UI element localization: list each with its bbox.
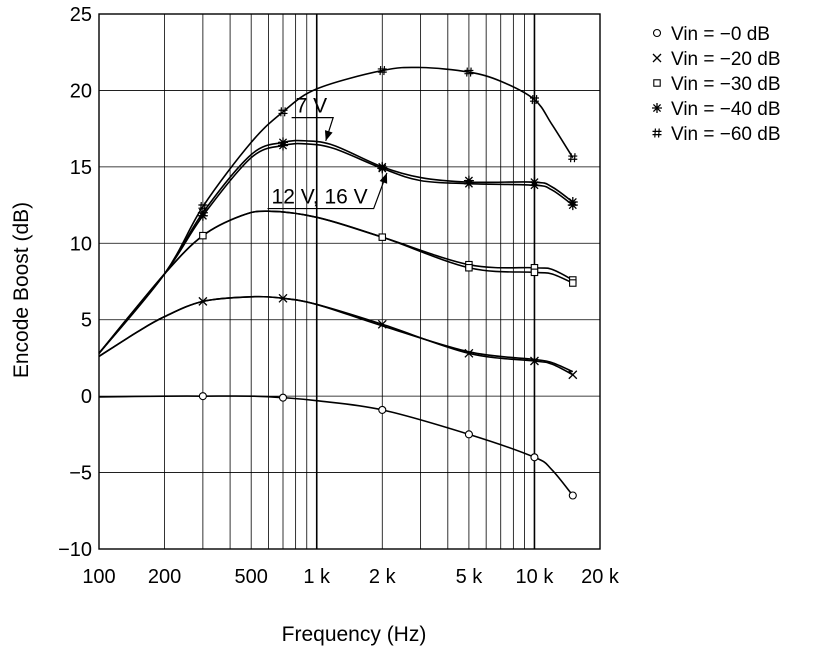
data-point [568,153,578,163]
annotation-arrowhead [324,130,333,141]
y-tick-label: 25 [70,4,92,26]
chart-markers [197,66,578,500]
legend-entry: Vin = −60 dB [671,124,781,145]
data-point [278,393,288,402]
data-point [464,67,474,77]
y-tick-label: 5 [81,310,92,332]
x-tick-label: 2 k [369,566,397,588]
y-tick-label: 0 [81,386,92,408]
data-point [278,293,288,303]
data-point [530,268,539,277]
data-point [568,370,578,380]
x-tick-label: 500 [234,566,267,588]
data-point [464,430,473,439]
data-point [463,175,474,186]
data-point [529,95,539,105]
chart-legend: Vin = −0 dB Vin = −20 dB Vin = −30 dB Vin =… [652,24,781,145]
chart-annotations: 7 V 12 V, 16 V [267,95,388,210]
legend-entry: Vin = −20 dB [671,49,781,70]
series-line [98,295,574,376]
x-tick-label: 10 k [516,566,555,588]
plot-frame [98,13,601,550]
annotation-leader [267,172,388,210]
series-line [98,395,574,497]
data-point [529,356,539,366]
data-point [199,231,207,240]
data-point [465,263,473,272]
data-point [568,491,577,500]
x-tick-label: 1 k [303,566,331,588]
data-point [278,140,289,151]
x-tick-label: 200 [148,566,181,588]
chart-grid [98,13,601,550]
legend-entry: Vin = −0 dB [671,24,770,45]
legend-entry: Vin = −40 dB [671,99,781,120]
series-line [98,295,574,373]
data-point [198,392,207,401]
data-point [198,202,208,212]
x-tick-label: 20 k [581,566,620,588]
series-line [98,210,574,354]
data-point [569,279,577,287]
series-line [98,139,574,354]
legend-marker [652,53,662,63]
data-point [529,180,540,191]
data-point [377,161,388,172]
data-point [530,453,539,462]
y-tick-label: 20 [70,80,92,102]
y-tick-label: 15 [70,157,92,179]
data-point [278,107,288,117]
legend-marker [652,128,662,138]
legend-marker [652,28,662,38]
data-point [567,200,578,211]
x-axis-label: Frequency (Hz) [282,623,427,646]
data-point [377,319,387,329]
series-line [98,210,574,354]
data-point [197,210,208,221]
legend-entry: Vin = −30 dB [671,74,781,95]
x-tick-label: 100 [82,566,115,588]
annotation-arrowhead [379,172,388,184]
chart-curves [98,66,574,497]
y-tick-label: −5 [69,463,92,485]
data-point [377,66,387,76]
y-tick-label: 10 [70,233,92,255]
annotation-label: 7 V [296,95,328,118]
series-line [98,142,574,354]
data-point [464,348,474,358]
y-axis-label: Encode Boost (dB) [10,202,33,378]
x-tick-label: 5 k [456,566,484,588]
data-point [378,405,387,414]
y-tick-label: −10 [58,539,92,561]
data-point [198,296,208,306]
data-point [378,233,387,241]
chart-tick-labels: 100 200 500 1 k 2 k 5 k 10 k 20 k 25 20 15 10 5 0 −5 −1… [58,4,620,588]
legend-marker [653,79,661,87]
legend-marker [652,103,662,113]
series-line [98,66,574,354]
annotation-label: 12 V, 16 V [272,186,368,209]
